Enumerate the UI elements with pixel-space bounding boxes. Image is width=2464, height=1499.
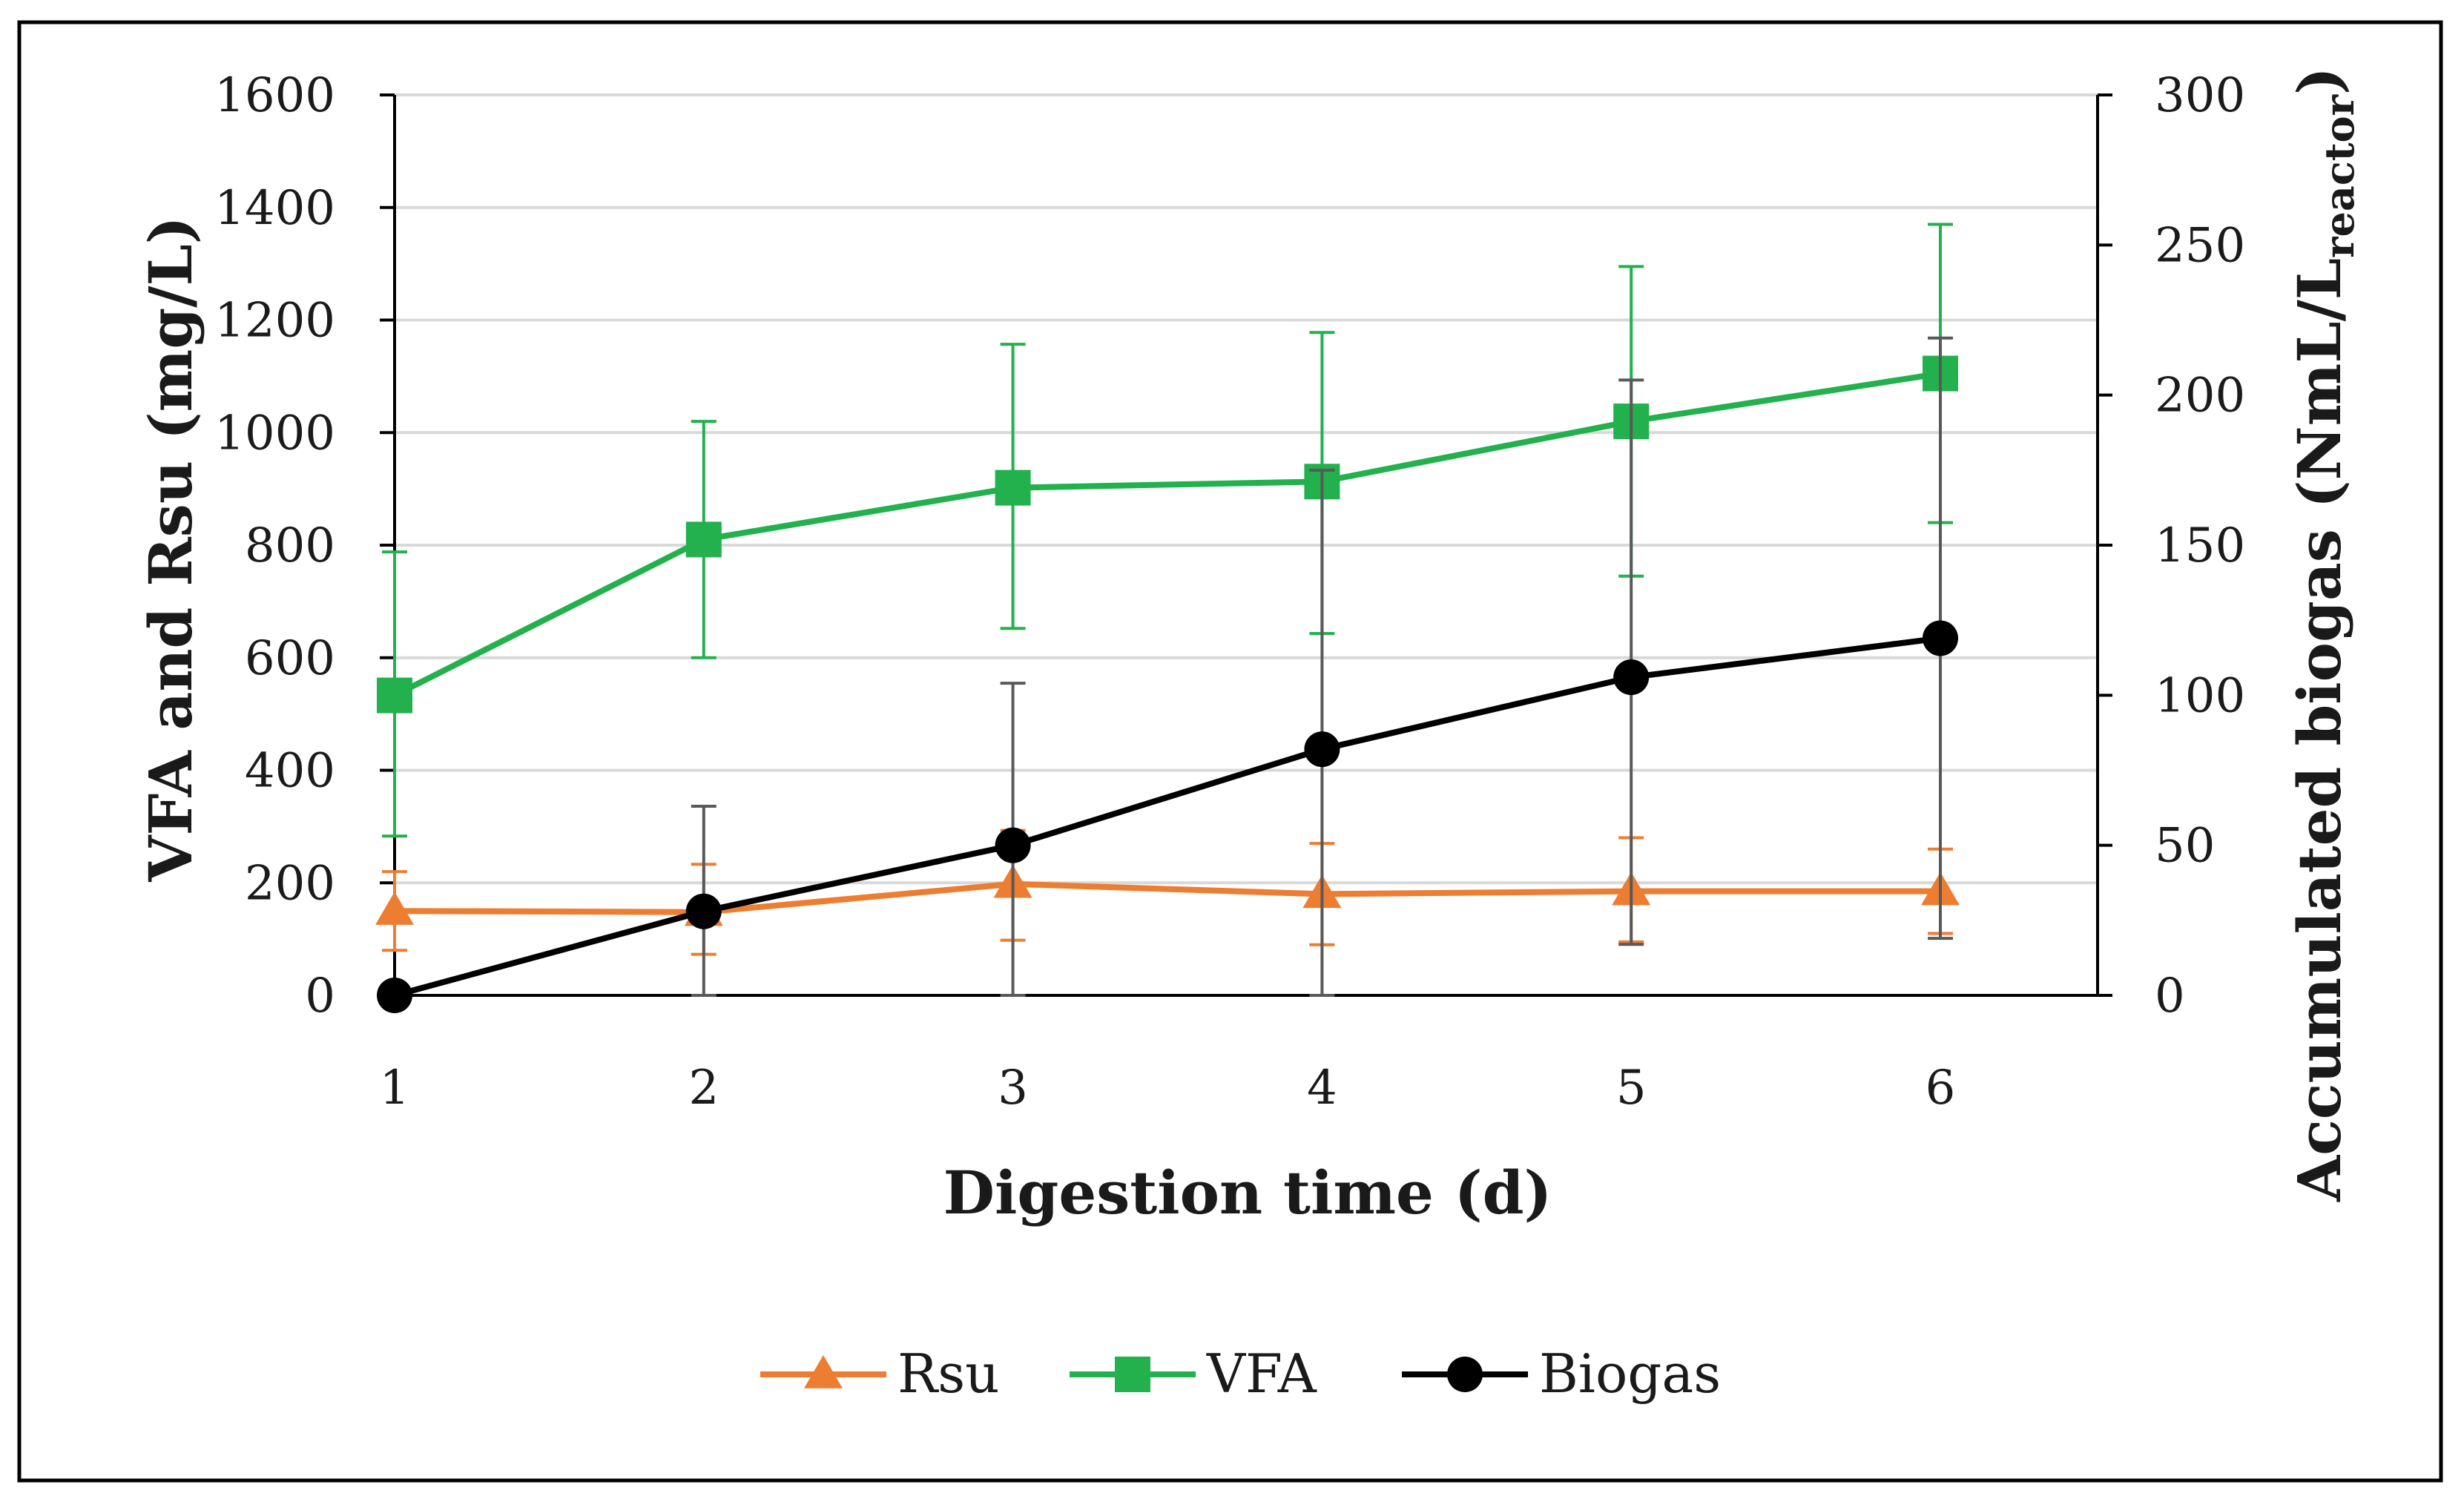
biogas-line xyxy=(393,635,1941,998)
y-tick-label-8: 1600 xyxy=(214,68,335,123)
y2-axis-title-main: Accumulated biogas (NmL/L xyxy=(2285,258,2354,1202)
biogas-point-1 xyxy=(685,893,722,929)
x-tick-label-4: 5 xyxy=(1616,1061,1647,1116)
x-tick-label-2: 3 xyxy=(998,1061,1028,1116)
legend-item-biogas: Biogas xyxy=(1402,1342,1721,1405)
legend-label-biogas: Biogas xyxy=(1539,1342,1721,1405)
rsu-point-0 xyxy=(375,892,414,925)
y2-tick-label-5: 250 xyxy=(2155,218,2245,273)
figure-border xyxy=(17,20,2443,1483)
biogas-point-2 xyxy=(995,827,1031,863)
y2-axis-title: Accumulated biogas (NmL/Lreactor) xyxy=(2285,67,2363,1202)
legend: Rsu VFA Biogas xyxy=(760,1342,1721,1405)
y2-tick-label-6: 300 xyxy=(2155,68,2245,123)
y-tick-label-1: 200 xyxy=(245,856,335,911)
vfa-point-1 xyxy=(685,521,722,558)
y-tick-label-4: 800 xyxy=(245,518,335,573)
x-tick-label-3: 4 xyxy=(1307,1061,1337,1116)
vfa-line xyxy=(393,370,1941,699)
legend-marker-rsu xyxy=(804,1355,843,1388)
legend-label-rsu: Rsu xyxy=(897,1342,1000,1405)
gridlines xyxy=(395,93,2098,885)
y-tick-label-6: 1200 xyxy=(214,294,335,349)
y2-tick-label-2: 100 xyxy=(2155,668,2245,723)
y2-tick-label-0: 0 xyxy=(2155,969,2185,1024)
vfa-point-0 xyxy=(377,677,412,714)
legend-item-rsu: Rsu xyxy=(760,1342,1000,1405)
x-tick-label-0: 1 xyxy=(380,1061,410,1116)
axes: 0 200 400 600 800 1000 1200 1400 1600 0 50 100 150 20… xyxy=(214,68,2245,1116)
y-tick-label-5: 1000 xyxy=(214,406,335,461)
x-tick-label-5: 6 xyxy=(1926,1061,1956,1116)
y-tick-label-0: 0 xyxy=(305,969,335,1024)
series-layer xyxy=(375,223,1960,1013)
legend-label-vfa: VFA xyxy=(1206,1342,1317,1405)
biogas-point-5 xyxy=(1923,620,1958,656)
rsu-line xyxy=(394,880,1940,915)
series-biogas xyxy=(377,336,1958,1013)
vfa-point-2 xyxy=(995,470,1031,506)
x-tick-label-1: 2 xyxy=(688,1061,719,1116)
y-tick-label-7: 1400 xyxy=(214,181,335,236)
y-axis-title: VFA and Rsu (mg/L) xyxy=(136,216,205,882)
biogas-point-0 xyxy=(377,978,412,1013)
legend-marker-biogas xyxy=(1447,1357,1483,1392)
y-tick-label-2: 400 xyxy=(245,744,335,799)
y2-axis-title-end: ) xyxy=(2285,67,2354,95)
x-axis-title: Digestion time (d) xyxy=(943,1158,1552,1228)
legend-marker-vfa xyxy=(1115,1357,1150,1392)
y2-tick-label-3: 150 xyxy=(2155,518,2245,573)
y-tick-label-3: 600 xyxy=(245,631,335,686)
y2-tick-label-1: 50 xyxy=(2155,819,2215,874)
biogas-point-3 xyxy=(1304,731,1340,768)
y2-axis-title-subscript: reactor xyxy=(2316,94,2363,258)
biogas-point-4 xyxy=(1613,659,1650,696)
y2-tick-label-4: 200 xyxy=(2155,369,2245,424)
legend-item-vfa: VFA xyxy=(1070,1342,1317,1405)
